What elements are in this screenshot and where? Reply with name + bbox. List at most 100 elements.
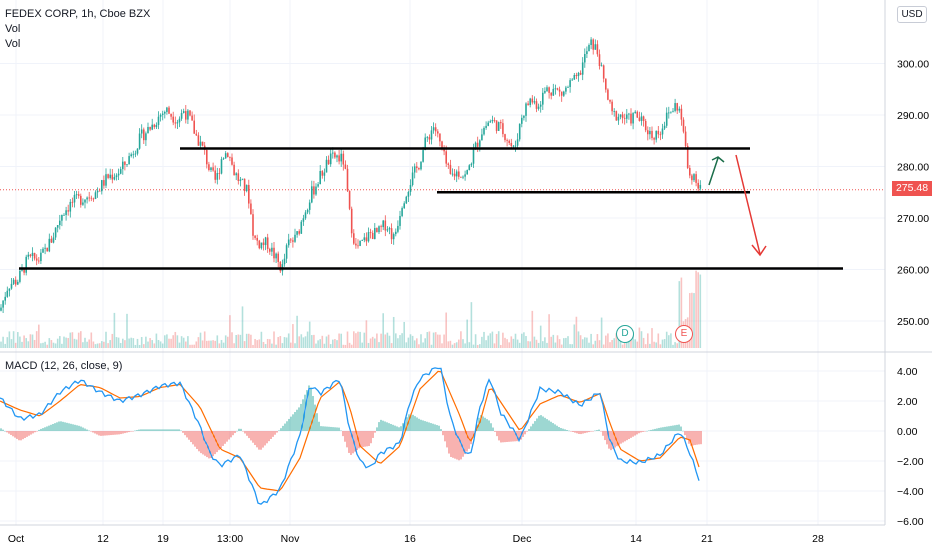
currency-button[interactable]: USD: [897, 6, 927, 23]
volume-bar: [525, 335, 527, 348]
candle-body: [460, 176, 462, 178]
histogram-bar: [210, 431, 212, 459]
candle-body: [472, 149, 475, 164]
volume-bar: [537, 342, 540, 348]
price-tick-label: 300.00: [897, 59, 929, 71]
volume-bar: [569, 344, 571, 348]
histogram-bar: [50, 424, 52, 431]
histogram-bar: [680, 426, 682, 431]
histogram-bar: [54, 423, 56, 431]
histogram-bar: [64, 422, 66, 431]
histogram-bar: [630, 431, 632, 438]
volume-bar: [157, 339, 160, 348]
candle-body: [594, 44, 597, 50]
candle-body: [273, 247, 275, 259]
dividend-event-icon[interactable]: D: [616, 325, 634, 343]
candle-body: [4, 296, 6, 301]
up-arrow: [708, 156, 725, 186]
histogram-bar: [356, 431, 358, 450]
volume-bar: [365, 320, 368, 348]
candle-body: [132, 154, 135, 156]
histogram-bar: [622, 431, 624, 443]
volume-bar: [229, 315, 231, 348]
volume-bar: [443, 334, 445, 348]
candle-body: [109, 174, 111, 178]
histogram-bar: [142, 429, 144, 431]
volume-bar: [476, 344, 479, 348]
candle-body: [611, 101, 613, 112]
volume-bar: [332, 339, 334, 348]
candle-body: [556, 88, 559, 90]
earnings-event-icon[interactable]: E: [675, 325, 693, 343]
histogram-bar: [70, 423, 72, 431]
candle-body: [157, 116, 160, 125]
volume-bar: [506, 339, 508, 348]
histogram-bar: [412, 414, 414, 431]
volume-bar: [399, 335, 401, 348]
histogram-bar: [100, 431, 102, 436]
candle-body: [418, 168, 420, 170]
candle-body: [329, 153, 332, 165]
volume-bar: [558, 339, 561, 348]
histogram-bar: [30, 431, 32, 435]
volume-bar: [411, 335, 414, 348]
candle-body: [0, 307, 2, 311]
histogram-bar: [68, 423, 70, 431]
histogram-bar: [626, 431, 628, 441]
histogram-bar: [462, 431, 464, 457]
candle-body: [191, 115, 193, 121]
histogram-bar: [594, 430, 596, 432]
candle-body: [665, 112, 668, 126]
histogram-bar: [392, 424, 394, 431]
histogram-bar: [406, 417, 408, 431]
histogram-bar: [482, 416, 484, 431]
candle-body: [17, 281, 19, 285]
candle-body: [46, 247, 48, 252]
volume-bar: [460, 331, 462, 348]
histogram-bar: [362, 431, 364, 448]
histogram-bar: [576, 431, 578, 434]
candle-body: [42, 248, 44, 253]
histogram-bar: [150, 429, 152, 431]
volume-bar: [418, 344, 420, 348]
volume-bar: [575, 316, 578, 348]
candle-body: [584, 54, 586, 63]
histogram-bar: [682, 430, 684, 432]
volume-bar: [420, 334, 422, 348]
histogram-bar: [80, 426, 82, 431]
volume-bar: [189, 344, 191, 348]
histogram-bar: [448, 431, 450, 454]
volume-bar: [185, 341, 187, 348]
volume-bar: [4, 343, 6, 348]
volume-bar: [382, 313, 384, 348]
candle-body: [243, 178, 246, 192]
volume-bar: [227, 336, 229, 348]
volume-bar: [602, 344, 605, 348]
macd-tick-label: −2.00: [897, 456, 924, 468]
histogram-bar: [178, 429, 180, 431]
volume-bar: [132, 338, 135, 348]
candle-body: [292, 240, 294, 242]
candle-body: [92, 198, 95, 200]
histogram-bar: [452, 431, 454, 458]
candle-body: [216, 173, 219, 180]
histogram-bar: [160, 429, 162, 431]
candle-body: [210, 167, 212, 171]
price-tick-label: 250.00: [897, 316, 929, 328]
candle-body: [235, 173, 237, 176]
histogram-bar: [570, 431, 572, 432]
histogram-bar: [114, 431, 116, 435]
histogram-bar: [212, 431, 214, 457]
histogram-bar: [588, 431, 590, 433]
candle-body: [455, 171, 458, 177]
volume-bar: [321, 335, 324, 348]
candle-body: [600, 65, 603, 67]
volume-bar: [199, 332, 202, 348]
candle-body: [33, 252, 36, 259]
candle-body: [380, 226, 382, 228]
down-arrow: [735, 154, 767, 257]
histogram-bar: [424, 421, 426, 431]
candle-body: [434, 127, 437, 132]
candle-body: [105, 174, 107, 186]
